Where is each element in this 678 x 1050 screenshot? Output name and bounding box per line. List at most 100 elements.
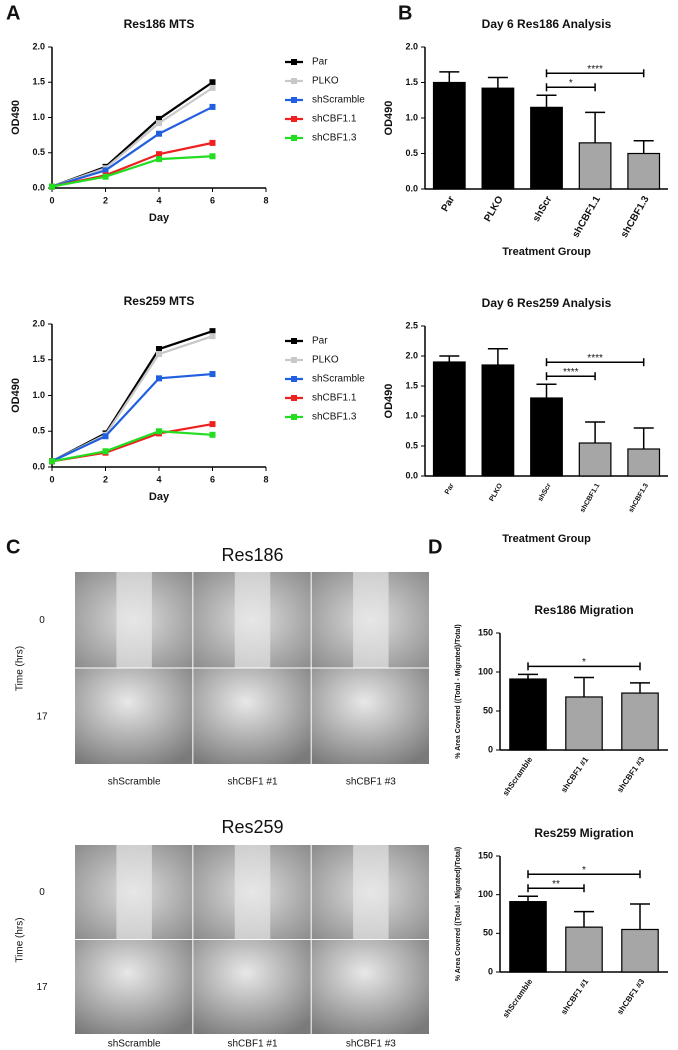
y-tick-label: 50 [483,705,493,715]
point [209,79,216,86]
condition-label: shScramble [108,1039,161,1050]
wound-gap [116,845,152,939]
bar [432,361,466,477]
y-tick-label: 150 [478,850,493,860]
legend-marker [291,338,297,344]
condition-label: shCBF1 #1 [227,777,277,788]
panel-label: C [6,536,20,558]
wound-gap [234,845,271,939]
micrograph-tile [311,668,429,764]
point [209,153,216,160]
point [209,333,216,340]
x-tick-label: PLKO [488,482,504,503]
x-tick-label: 2 [103,474,108,484]
x-axis-title: Treatment Group [502,533,591,545]
y-tick-label: 0 [488,966,493,976]
x-tick-label: shCBF1.3 [628,482,650,514]
series-line [51,372,213,463]
y-axis-title: OD490 [10,100,22,135]
legend-marker [291,376,297,382]
y-tick-label: 1.0 [405,112,418,122]
x-tick-label: 8 [263,474,268,484]
y-tick-label: 1.5 [32,77,45,87]
chart-title: Res259 Migration [534,826,633,840]
point [156,375,162,382]
chart-title: Res186 MTS [124,17,195,31]
bar [578,442,612,477]
wound-gap [353,572,389,668]
micrograph-tile [75,940,193,1034]
y-axis-title: OD490 [10,378,22,413]
x-tick-label: 4 [156,195,161,205]
chart-title: Res259 MTS [124,294,195,308]
wound-gap [116,572,152,668]
panel-label: A [6,2,20,24]
point [156,130,162,137]
x-tick-label: 0 [49,474,54,484]
micrograph-title: Res186 [221,545,283,565]
x-tick-label: 2 [103,195,108,205]
bar [627,152,661,190]
point [156,151,162,158]
series-line [51,155,213,188]
x-tick-label: Par [440,194,458,214]
x-tick-label: 0 [49,195,54,205]
significance-label: * [582,865,586,876]
legend-marker [291,78,297,84]
panel-label: D [428,536,442,558]
point [156,120,162,127]
y-tick-label: 0.0 [32,182,45,192]
y-tick-label: 1.0 [32,112,45,122]
x-tick-label: Par [444,482,456,496]
y-tick-label: 1.5 [405,380,418,390]
time-label: 0 [39,615,45,626]
bar [621,928,659,973]
legend-marker [291,357,297,363]
y-tick-label: 2.0 [32,318,45,328]
y-tick-label: 2.5 [405,320,418,330]
bar [578,142,612,190]
y-tick-label: 2.0 [405,350,418,360]
micrograph-tile [75,668,193,764]
x-tick-label: shCBF1 #1 [559,755,590,794]
x-tick-label: 8 [263,195,268,205]
legend-label: shScramble [312,374,365,385]
y-tick-label: 2.0 [405,41,418,51]
series-line [51,81,214,188]
bar [621,692,659,751]
y-tick-label: 0.5 [32,426,45,436]
panel-label: B [398,2,412,24]
significance-label: **** [587,64,603,75]
bar [481,87,515,190]
legend-label: shCBF1.3 [312,133,357,144]
series-line [51,86,214,188]
y-tick-label: 100 [478,666,493,676]
condition-label: shCBF1 #1 [227,1039,277,1050]
point [209,328,216,335]
x-tick-label: 6 [210,474,215,484]
y-tick-label: 0.5 [405,440,418,450]
micrograph-tile [193,940,311,1034]
series-line [51,105,213,188]
x-tick-label: shScramble [501,755,535,798]
y-tick-label: 1.5 [405,77,418,87]
y-tick-label: 1.0 [405,410,418,420]
bar [565,696,603,751]
time-label: 17 [36,982,48,993]
x-tick-label: shScr [537,482,553,503]
condition-label: shCBF1 #3 [346,1039,396,1050]
time-axis-label: Time (hrs) [15,917,26,962]
x-tick-label: shScr [531,194,554,224]
bar [481,364,515,477]
legend-label: shCBF1.3 [312,412,357,423]
point [49,183,55,190]
significance-label: ** [552,879,560,890]
point [209,421,216,428]
legend-label: PLKO [312,76,339,87]
x-tick-label: shCBF1 #1 [559,977,590,1016]
y-tick-label: 150 [478,627,493,637]
y-axis-title: % Area Covered ((Total - Migrated)/Total… [455,624,462,758]
legend-label: shScramble [312,95,365,106]
time-axis-label: Time (hrs) [15,646,26,691]
legend-label: PLKO [312,355,339,366]
